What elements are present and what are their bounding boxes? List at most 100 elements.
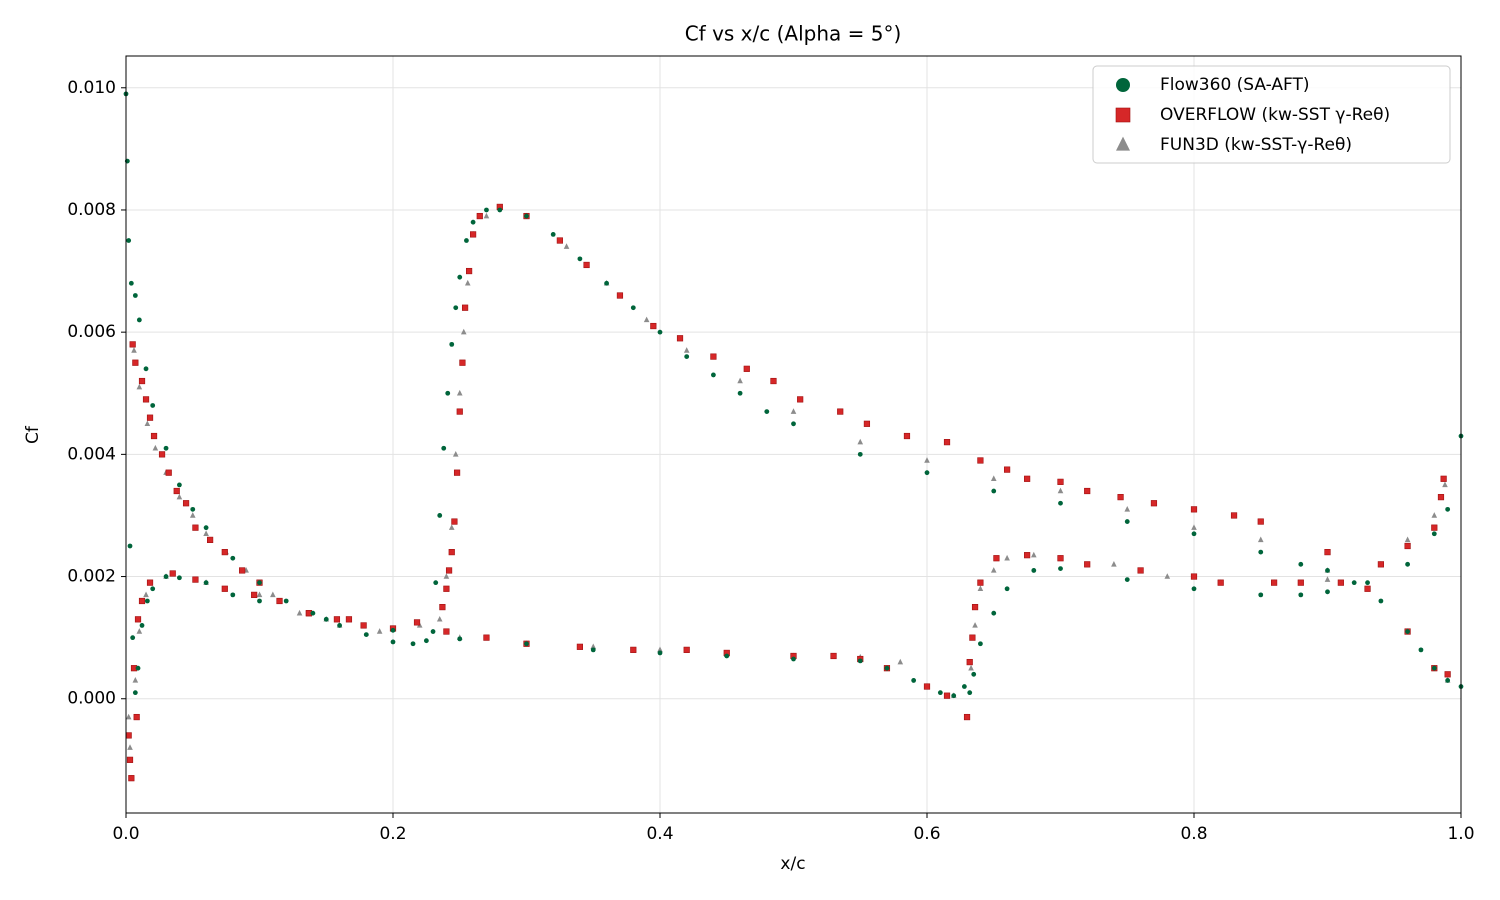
plot-frame bbox=[125, 55, 1462, 814]
y-tick-label: 0.006 bbox=[67, 322, 116, 342]
marker-square bbox=[1297, 579, 1304, 586]
marker-triangle bbox=[464, 279, 471, 286]
x-tick-label: 0.2 bbox=[379, 824, 406, 844]
marker-circle bbox=[857, 658, 863, 664]
marker-square bbox=[971, 604, 979, 611]
marker-circle bbox=[310, 610, 316, 616]
marker-circle bbox=[991, 610, 997, 616]
marker-circle bbox=[1058, 566, 1063, 572]
marker-triangle bbox=[1191, 524, 1197, 530]
marker-triangle bbox=[563, 243, 570, 249]
marker-circle bbox=[1298, 592, 1304, 598]
marker-triangle bbox=[972, 622, 978, 628]
marker-circle bbox=[971, 671, 977, 677]
marker-square bbox=[993, 555, 1000, 562]
marker-circle bbox=[630, 305, 636, 311]
marker-triangle bbox=[590, 643, 597, 650]
marker-triangle bbox=[1257, 536, 1264, 543]
marker-triangle bbox=[968, 664, 974, 671]
marker-circle bbox=[657, 329, 663, 335]
y-tick-label: 0.010 bbox=[67, 78, 116, 98]
marker-circle bbox=[577, 256, 583, 262]
marker-circle bbox=[484, 207, 489, 213]
marker-square bbox=[165, 469, 172, 476]
x-tick-label: 0.4 bbox=[646, 824, 673, 844]
marker-square bbox=[360, 622, 367, 629]
marker-triangle bbox=[296, 609, 303, 616]
marker-triangle bbox=[897, 658, 904, 665]
y-tick-label: 0.000 bbox=[67, 689, 116, 709]
marker-square bbox=[556, 237, 563, 244]
marker-square bbox=[1364, 585, 1371, 592]
marker-circle bbox=[937, 690, 943, 696]
marker-square bbox=[221, 585, 228, 592]
marker-square bbox=[966, 658, 973, 666]
marker-square bbox=[1444, 671, 1451, 678]
marker-triangle bbox=[657, 646, 663, 653]
legend-label: OVERFLOW (kw-SST γ-Reθ) bbox=[1160, 105, 1390, 125]
marker-triangle bbox=[456, 389, 463, 396]
marker-triangle bbox=[1431, 512, 1438, 518]
marker-circle bbox=[1405, 561, 1410, 567]
marker-circle bbox=[127, 543, 133, 549]
marker-square bbox=[710, 353, 717, 360]
marker-circle bbox=[132, 293, 138, 298]
legend-box bbox=[1092, 65, 1451, 164]
marker-square bbox=[138, 597, 146, 605]
marker-triangle bbox=[1164, 573, 1171, 579]
marker-triangle bbox=[443, 573, 450, 579]
marker-triangle bbox=[127, 744, 133, 750]
ticks-layer: 0.0 0.2 0.4 0.6 0.8 1.0 0.000 0.002 0.004 0.006 0.… bbox=[67, 78, 1474, 844]
marker-circle bbox=[978, 641, 983, 647]
marker-circle bbox=[1431, 665, 1437, 671]
marker-square bbox=[1137, 567, 1144, 574]
marker-square bbox=[207, 536, 214, 543]
marker-circle bbox=[1004, 586, 1010, 592]
marker-square bbox=[1217, 579, 1224, 586]
marker-circle bbox=[1351, 580, 1357, 586]
marker-square bbox=[146, 579, 154, 586]
marker-square bbox=[443, 585, 450, 592]
marker-triangle bbox=[203, 530, 209, 537]
marker-square bbox=[439, 604, 446, 611]
x-tick-label: 0.8 bbox=[1180, 824, 1207, 844]
marker-circle bbox=[764, 409, 770, 414]
marker-square bbox=[192, 576, 199, 583]
legend-label: Flow360 (SA-AFT) bbox=[1160, 75, 1310, 95]
marker-circle bbox=[1418, 647, 1424, 653]
marker-square bbox=[1431, 524, 1438, 531]
marker-square bbox=[830, 652, 837, 660]
marker-circle bbox=[136, 317, 142, 323]
marker-circle bbox=[453, 305, 459, 311]
marker-triangle bbox=[1124, 505, 1131, 512]
marker-square bbox=[1404, 542, 1411, 550]
marker-square bbox=[483, 634, 490, 641]
marker-circle bbox=[884, 665, 890, 671]
marker-square bbox=[923, 683, 931, 690]
marker-triangle bbox=[132, 677, 139, 683]
x-tick-label: 0.6 bbox=[913, 824, 940, 844]
marker-circle bbox=[1031, 568, 1037, 573]
marker-square bbox=[977, 457, 984, 464]
marker-square bbox=[1377, 561, 1384, 568]
marker-square bbox=[1024, 552, 1031, 559]
marker-square bbox=[743, 365, 750, 372]
marker-circle bbox=[951, 693, 957, 699]
marker-square bbox=[459, 359, 466, 366]
marker-circle bbox=[230, 592, 236, 598]
marker-circle bbox=[143, 366, 149, 372]
marker-square bbox=[451, 518, 458, 525]
marker-triangle bbox=[483, 212, 490, 219]
marker-square bbox=[276, 597, 283, 605]
marker-circle bbox=[283, 598, 289, 604]
marker-triangle bbox=[990, 475, 997, 482]
marker-circle bbox=[126, 238, 132, 243]
marker-circle bbox=[684, 354, 690, 360]
marker-circle bbox=[457, 636, 463, 642]
marker-circle bbox=[924, 470, 930, 476]
marker-square bbox=[182, 500, 190, 507]
marker-circle bbox=[457, 274, 463, 280]
marker-square bbox=[251, 591, 258, 598]
marker-circle bbox=[857, 451, 863, 457]
